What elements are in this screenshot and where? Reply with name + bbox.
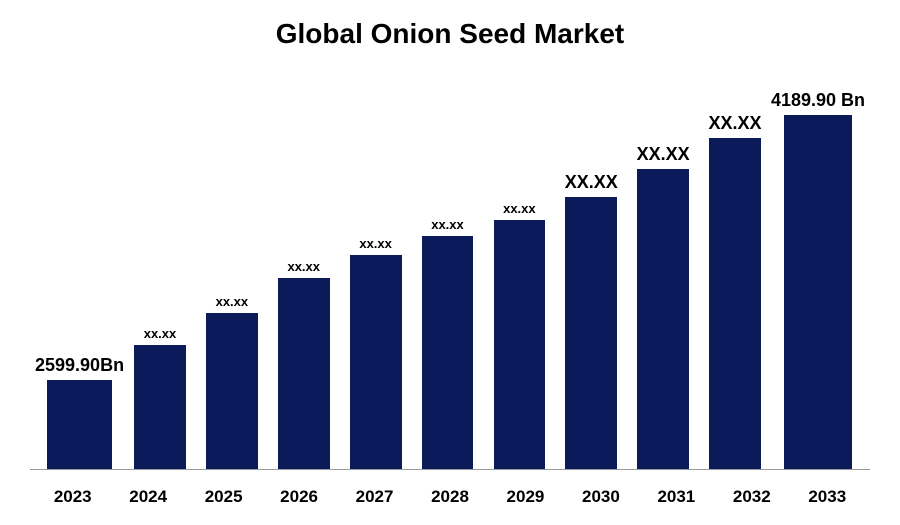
- bar-value-label: xx.xx: [359, 236, 392, 251]
- bar: [206, 313, 258, 469]
- bar: [422, 236, 474, 469]
- bar-value-label: XX.XX: [565, 172, 618, 193]
- bar-group: 2599.90Bn: [35, 80, 124, 469]
- bar-value-label: XX.XX: [708, 113, 761, 134]
- bar-value-label: xx.xx: [216, 294, 249, 309]
- bar-group: xx.xx: [483, 80, 555, 469]
- x-axis-label: 2024: [110, 487, 185, 507]
- bar: [494, 220, 546, 469]
- bar: [47, 380, 111, 469]
- x-axis: 2023 2024 2025 2026 2027 2028 2029 2030 …: [30, 487, 870, 507]
- x-axis-label: 2030: [563, 487, 638, 507]
- bar-group: xx.xx: [412, 80, 484, 469]
- bar-group: XX.XX: [699, 80, 771, 469]
- x-axis-label: 2026: [261, 487, 336, 507]
- chart-plot-area: 2599.90Bn xx.xx xx.xx xx.xx xx.xx xx.xx …: [30, 80, 870, 470]
- bar-value-label: xx.xx: [431, 217, 464, 232]
- x-axis-label: 2025: [186, 487, 261, 507]
- bar: [278, 278, 330, 469]
- bars-container: 2599.90Bn xx.xx xx.xx xx.xx xx.xx xx.xx …: [30, 80, 870, 469]
- x-axis-label: 2031: [639, 487, 714, 507]
- bar-value-label: xx.xx: [287, 259, 320, 274]
- bar: [350, 255, 402, 469]
- bar-group: 4189.90 Bn: [771, 80, 865, 469]
- bar-group: xx.xx: [124, 80, 196, 469]
- bar-group: xx.xx: [196, 80, 268, 469]
- chart-title: Global Onion Seed Market: [0, 0, 900, 50]
- bar: [784, 115, 852, 469]
- bar-value-label: 4189.90 Bn: [771, 90, 865, 111]
- x-axis-label: 2023: [35, 487, 110, 507]
- bar: [134, 345, 186, 469]
- bar-group: xx.xx: [340, 80, 412, 469]
- x-axis-label: 2032: [714, 487, 789, 507]
- x-axis-label: 2029: [488, 487, 563, 507]
- bar: [565, 197, 617, 469]
- bar-value-label: xx.xx: [144, 326, 177, 341]
- bar-group: XX.XX: [555, 80, 627, 469]
- x-axis-label: 2027: [337, 487, 412, 507]
- bar-value-label: XX.XX: [637, 144, 690, 165]
- bar: [637, 169, 689, 469]
- bar-value-label: 2599.90Bn: [35, 355, 124, 376]
- bar-group: XX.XX: [627, 80, 699, 469]
- x-axis-label: 2028: [412, 487, 487, 507]
- bar: [709, 138, 761, 469]
- bar-value-label: xx.xx: [503, 201, 536, 216]
- bar-group: xx.xx: [268, 80, 340, 469]
- x-axis-label: 2033: [790, 487, 865, 507]
